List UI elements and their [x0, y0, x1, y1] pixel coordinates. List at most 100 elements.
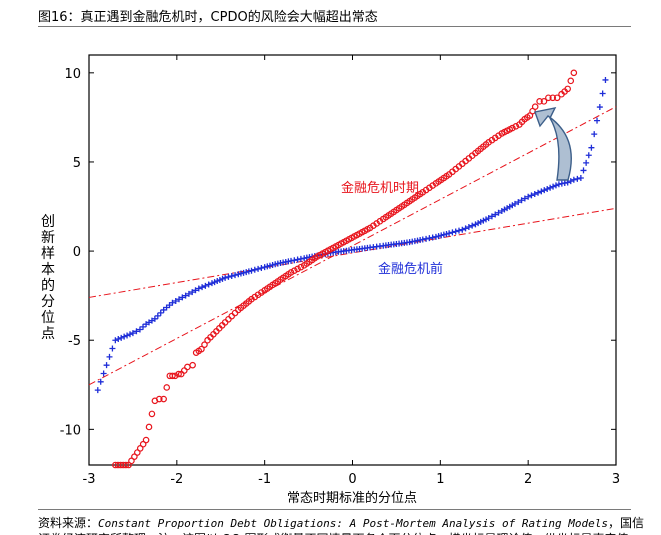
top-rule: [38, 26, 631, 27]
pre-crisis-point: [185, 290, 192, 297]
note-line: 证券经济研究所整理。注：该图以 QQ 图形式衡量不同情景下各个百分位点，横坐标是…: [38, 530, 631, 535]
x-tick-label: -3: [83, 472, 96, 487]
pre-crisis-point: [205, 281, 212, 288]
reference-line: [88, 207, 617, 298]
y-axis-label: 创新样本的分位点: [41, 214, 55, 342]
pre-crisis-point: [426, 235, 433, 242]
crisis-point: [294, 265, 301, 273]
series-crisis: [112, 69, 578, 469]
pre-crisis-point: [547, 184, 554, 191]
crisis-point: [553, 94, 561, 102]
annotation-pre-crisis: 金融危机前: [378, 261, 443, 277]
crisis-point: [142, 436, 150, 444]
pre-crisis-point: [452, 228, 459, 235]
crisis-point: [155, 395, 163, 403]
pre-crisis-point: [521, 195, 528, 202]
crisis-point: [540, 98, 548, 105]
pre-crisis-point: [552, 182, 559, 189]
x-tick-label: -1: [258, 472, 271, 487]
pre-crisis-point: [580, 167, 587, 174]
source-suffix: ，国信: [607, 516, 644, 530]
crisis-point: [536, 98, 543, 105]
pre-crisis-point: [121, 333, 128, 340]
crisis-point: [201, 341, 208, 348]
pre-crisis-point: [459, 226, 466, 233]
x-axis-label: 常态时期标准的分位点: [287, 490, 417, 506]
crisis-point: [531, 103, 539, 110]
x-tick-label: 0: [348, 472, 356, 487]
pre-crisis-point: [172, 298, 179, 304]
pre-crisis-point: [594, 117, 601, 124]
crisis-point: [145, 423, 153, 431]
x-tick-label: -2: [170, 472, 183, 487]
crisis-point: [287, 269, 295, 276]
crisis-point: [509, 124, 516, 132]
pre-crisis-point: [462, 225, 469, 232]
source-title: Constant Proportion Debt Obligations: A …: [98, 517, 608, 530]
pre-crisis-point: [535, 189, 542, 196]
crisis-point: [122, 461, 130, 469]
source-prefix: 资料来源：: [38, 516, 99, 530]
y-tick-label: 0: [73, 245, 81, 260]
pre-crisis-point: [140, 323, 147, 330]
pre-crisis-point: [492, 211, 499, 218]
crisis-point: [549, 94, 557, 102]
pre-crisis-point: [449, 229, 456, 236]
pre-crisis-point: [419, 236, 426, 243]
pre-crisis-point: [115, 336, 122, 343]
pre-crisis-point: [176, 296, 183, 303]
pre-crisis-point: [495, 209, 502, 216]
y-tick-label: 5: [73, 156, 81, 171]
crisis-point: [148, 410, 156, 418]
pre-crisis-point: [599, 90, 606, 97]
pre-crisis-point: [255, 265, 262, 272]
figure-title: 图16：真正遇到金融危机时，CPDO的风险会大幅超出常态: [38, 10, 378, 25]
pre-crisis-point: [455, 227, 462, 234]
pre-crisis-point: [291, 257, 298, 264]
pre-crisis-point: [182, 292, 189, 299]
crisis-point: [231, 309, 239, 317]
pre-crisis-point: [112, 337, 119, 344]
pre-crisis-point: [585, 152, 592, 159]
pre-crisis-point: [541, 187, 548, 194]
x-tick-label: 1: [436, 472, 444, 487]
y-tick-label: -10: [60, 423, 81, 438]
crisis-point: [198, 345, 205, 353]
crisis-point: [160, 395, 167, 403]
pre-crisis-point: [222, 274, 229, 281]
pre-crisis-point: [202, 282, 209, 289]
pre-crisis-point: [179, 294, 186, 301]
pre-crisis-point: [469, 222, 476, 229]
pre-crisis-point: [118, 334, 125, 341]
crisis-point: [189, 361, 196, 369]
pre-crisis-point: [567, 178, 574, 185]
pre-crisis-point: [570, 176, 577, 183]
pre-crisis-point: [106, 353, 113, 360]
pre-crisis-point: [596, 104, 603, 111]
pre-crisis-point: [288, 257, 295, 264]
crisis-point: [570, 69, 578, 77]
pre-crisis-point: [574, 175, 581, 182]
crisis-point: [512, 123, 520, 130]
crisis-point: [171, 372, 179, 380]
crisis-point: [163, 384, 171, 391]
source-line: 资料来源：Constant Proportion Debt Obligation…: [38, 514, 644, 531]
pre-crisis-point: [465, 224, 472, 231]
reference-line: [88, 106, 617, 386]
pre-crisis-point: [602, 76, 609, 83]
pre-crisis-point: [157, 309, 164, 316]
pre-crisis-point: [100, 370, 107, 377]
crisis-point: [228, 312, 236, 320]
pre-crisis-point: [133, 328, 140, 335]
pre-crisis-point: [248, 267, 255, 274]
curved-arrow-icon: [534, 107, 572, 181]
pre-crisis-point: [485, 215, 492, 222]
pre-crisis-point: [446, 230, 453, 237]
pre-crisis-point: [577, 175, 584, 181]
annotation-crisis: 金融危机时期: [341, 180, 419, 196]
pre-crisis-point: [294, 256, 301, 263]
pre-crisis-point: [488, 213, 495, 220]
bottom-rule: [38, 509, 631, 510]
pre-crisis-point: [583, 159, 590, 166]
